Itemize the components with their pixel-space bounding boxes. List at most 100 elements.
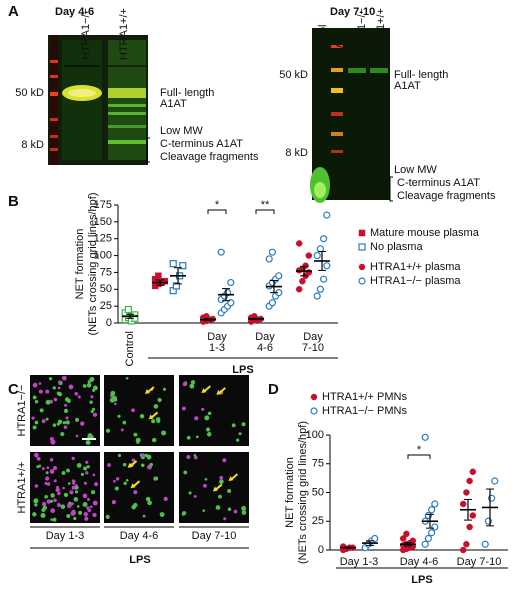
cell (38, 389, 43, 394)
cell (68, 384, 74, 390)
group-label: LPS (232, 364, 253, 376)
cell (49, 458, 54, 462)
panel-letter: C (8, 381, 19, 398)
cell (151, 419, 156, 424)
column-label: Day 4-6 (120, 530, 159, 542)
data-point (358, 277, 366, 285)
data-point (295, 240, 303, 247)
cell (140, 463, 145, 468)
band-label: Low MW (394, 164, 437, 176)
cell (50, 518, 53, 522)
data-point (358, 263, 366, 271)
cell (238, 432, 242, 436)
cell (92, 385, 98, 391)
data-point (459, 546, 467, 554)
band-label: A1AT (394, 80, 421, 92)
cell (193, 495, 197, 498)
cell (123, 481, 127, 486)
lane-label: HTRA1−/− (80, 8, 92, 60)
band-label: C-terminus A1AT (397, 177, 480, 189)
cell (133, 432, 138, 437)
cell (204, 415, 210, 421)
data-point (424, 534, 432, 543)
arrow-head (216, 389, 222, 395)
data-point (428, 506, 436, 514)
cell (71, 502, 74, 506)
lane-label: HTRA1+/+ (375, 8, 387, 60)
data-point (358, 229, 366, 237)
cell (162, 387, 167, 391)
y-axis-label: (NETs crossing grid lines/hpf) (87, 192, 99, 335)
data-point (305, 252, 313, 259)
cell (83, 466, 88, 471)
arrow-head (127, 462, 133, 468)
cell (87, 498, 90, 501)
cell (231, 423, 236, 428)
cell (215, 505, 221, 510)
arrow-head (228, 476, 234, 482)
cell (82, 384, 87, 388)
cell (131, 458, 136, 462)
row-label: HTRA1+/+ (16, 462, 28, 514)
cell (115, 477, 120, 481)
significance-label: * (417, 444, 422, 456)
cell (218, 494, 222, 499)
cell (139, 413, 145, 419)
arrow-head (148, 414, 154, 420)
panel-letter: B (8, 193, 19, 210)
cell (67, 482, 71, 485)
data-point (469, 468, 477, 476)
significance-label: ** (261, 199, 270, 211)
cell (106, 428, 111, 433)
legend-label: HTRA1+/+ plasma (370, 261, 461, 273)
cell (195, 435, 199, 439)
cell (157, 397, 162, 403)
cell (66, 398, 71, 403)
data-point (421, 540, 429, 548)
data-point (358, 243, 366, 251)
cell (49, 469, 55, 474)
cell (32, 395, 37, 400)
cell (204, 477, 208, 481)
cell (122, 462, 127, 467)
cell (85, 460, 89, 464)
cell (76, 463, 82, 468)
cell (227, 507, 232, 511)
cell (32, 382, 38, 388)
x-tick-label: 4-6 (257, 342, 273, 354)
cell (105, 514, 110, 520)
cell (49, 377, 53, 381)
lane-label: HTRA1−/− (356, 8, 368, 60)
y-tick-label: 75 (100, 266, 112, 278)
data-point (469, 512, 477, 519)
y-tick-label: 75 (312, 458, 324, 470)
cell (113, 397, 118, 402)
size-marker: 8 kD (21, 139, 44, 151)
cell (66, 468, 70, 473)
cell (206, 432, 212, 437)
legend-label: HTRA1−/− PMNs (322, 405, 407, 417)
cell (219, 475, 224, 480)
cell (66, 514, 71, 518)
cell (74, 483, 78, 487)
data-point (124, 305, 133, 314)
cell (241, 505, 247, 511)
cell (71, 485, 76, 490)
cell (45, 417, 49, 421)
group-label: LPS (129, 554, 150, 566)
y-tick-label: 25 (312, 515, 324, 527)
cell (122, 420, 127, 425)
cell (89, 378, 92, 382)
cell (56, 391, 61, 396)
cell (60, 432, 65, 437)
cell (72, 481, 76, 485)
cell (36, 456, 41, 461)
cell (161, 430, 167, 436)
x-tick-label: Day (255, 331, 275, 343)
cell (120, 428, 124, 432)
cell (64, 403, 68, 407)
cell (44, 494, 48, 499)
legend-label: HTRA1+/+ PMNs (322, 391, 407, 403)
cell (142, 514, 146, 518)
data-point (463, 541, 470, 548)
